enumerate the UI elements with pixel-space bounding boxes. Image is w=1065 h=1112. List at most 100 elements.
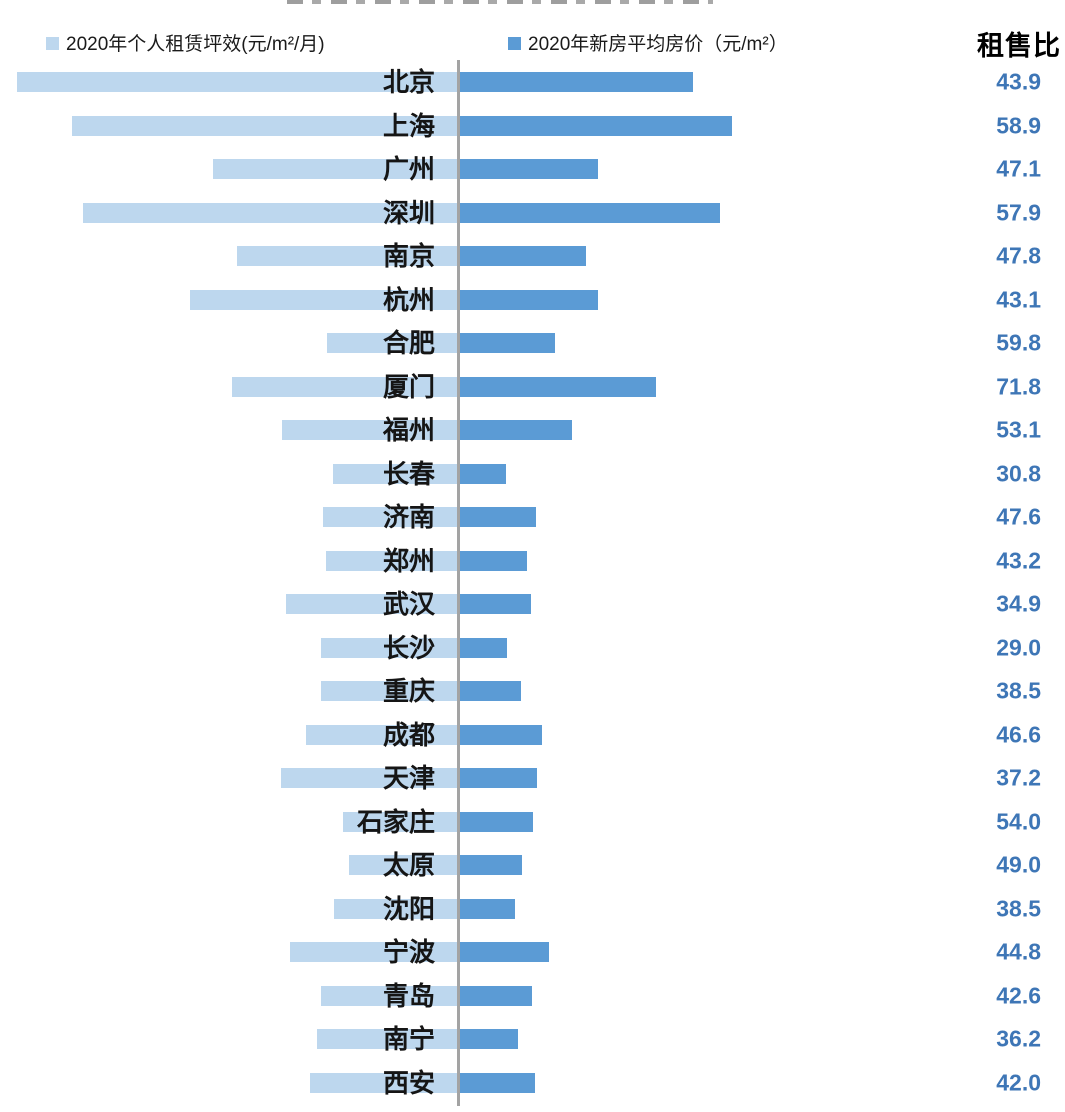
rent-bar [306,724,457,745]
city-label: 长春 [382,458,435,489]
price-bar [460,811,533,832]
legend-label-price: 2020年新房平均房价（元/m²） [528,34,788,55]
ratio-value: 38.5 [996,895,1041,921]
city-label: 沈阳 [382,893,435,924]
price-bar [460,1072,535,1093]
rent-bar [323,507,457,527]
price-bar [460,159,598,179]
ratio-value: 42.6 [996,982,1041,1008]
ratio-value: 53.1 [996,416,1041,443]
rent-bar [326,550,457,571]
rent-bar [343,811,457,832]
axis-line [457,60,460,1106]
rent-bar [17,72,457,92]
city-label: 深圳 [382,197,435,228]
price-bar [460,115,732,136]
rent-bar [321,681,457,701]
ratio-value: 29.0 [996,634,1041,660]
price-bar [460,1029,518,1049]
price-bar [460,985,532,1006]
rent-bar [333,463,457,484]
city-label: 南京 [382,241,435,271]
price-bar [460,855,522,875]
city-label: 太原 [382,850,435,880]
legend-swatch-price-icon [508,37,521,50]
city-label: 合肥 [382,328,435,358]
city-label: 上海 [382,110,435,141]
price-bar [460,594,531,614]
ratio-value: 47.6 [996,503,1041,530]
rent-bar [281,768,457,788]
rent-bar [190,289,457,310]
city-label: 南宁 [382,1024,435,1054]
city-label: 杭州 [382,284,435,315]
rent-bar [232,376,457,397]
ratio-value: 42.0 [996,1069,1041,1095]
price-bar [460,72,693,92]
ratio-value: 36.2 [996,1025,1041,1052]
city-label: 青岛 [382,980,435,1011]
price-bar [460,463,506,484]
legend-item-rent: 2020年个人租赁坪效(元/m²/月) [46,32,325,58]
ratio-value: 43.1 [996,286,1041,312]
ratio-value: 59.8 [996,329,1041,356]
ratio-value: 46.6 [996,721,1041,747]
rent-bar [321,637,457,658]
cutoff-title-remnant [287,0,713,4]
ratio-value: 49.0 [996,851,1041,878]
price-bar [460,289,598,310]
city-label: 长沙 [382,632,435,663]
rent-bar [290,942,457,962]
price-bar [460,246,586,266]
ratio-value: 58.9 [996,112,1041,138]
ratio-value: 38.5 [996,677,1041,704]
ratio-value: 43.9 [996,68,1041,95]
city-label: 天津 [382,763,435,793]
ratio-value: 71.8 [996,373,1041,399]
price-bar [460,550,527,571]
price-bar [460,507,536,527]
ratio-value: 47.8 [996,242,1041,269]
price-bar [460,376,656,397]
price-bar [460,420,572,440]
city-label: 西安 [382,1067,435,1098]
ratio-column-header: 租售比 [977,31,1061,61]
rent-bar [349,855,457,875]
price-bar [460,637,507,658]
city-label: 石家庄 [356,806,435,837]
rent-bar [282,420,457,440]
price-bar [460,942,549,962]
city-label: 重庆 [382,676,435,706]
city-label: 广州 [382,154,435,184]
ratio-value: 44.8 [996,938,1041,965]
rent-bar [334,898,457,919]
ratio-value: 37.2 [996,764,1041,791]
ratio-value: 47.1 [996,155,1041,182]
legend-label-rent: 2020年个人租赁坪效(元/m²/月) [66,34,325,55]
rent-bar [321,985,457,1006]
price-bar [460,333,555,353]
ratio-value: 30.8 [996,460,1041,486]
price-bar [460,724,542,745]
legend-swatch-rent-icon [46,37,59,50]
price-bar [460,898,515,919]
ratio-value: 54.0 [996,808,1041,834]
ratio-value: 34.9 [996,590,1041,617]
city-label: 武汉 [382,589,435,619]
ratio-value: 57.9 [996,199,1041,225]
city-label: 济南 [382,502,435,532]
city-label: 厦门 [382,371,435,402]
rent-bar [72,115,457,136]
city-label: 福州 [382,415,435,445]
rent-bar [286,594,457,614]
price-bar [460,681,521,701]
rent-bar [237,246,457,266]
rent-bar [213,159,457,179]
city-label: 宁波 [382,937,435,967]
city-label: 北京 [382,67,435,97]
price-bar [460,768,537,788]
rent-bar [310,1072,457,1093]
city-label: 郑州 [382,545,435,576]
legend-item-price: 2020年新房平均房价（元/m²） [508,32,788,58]
